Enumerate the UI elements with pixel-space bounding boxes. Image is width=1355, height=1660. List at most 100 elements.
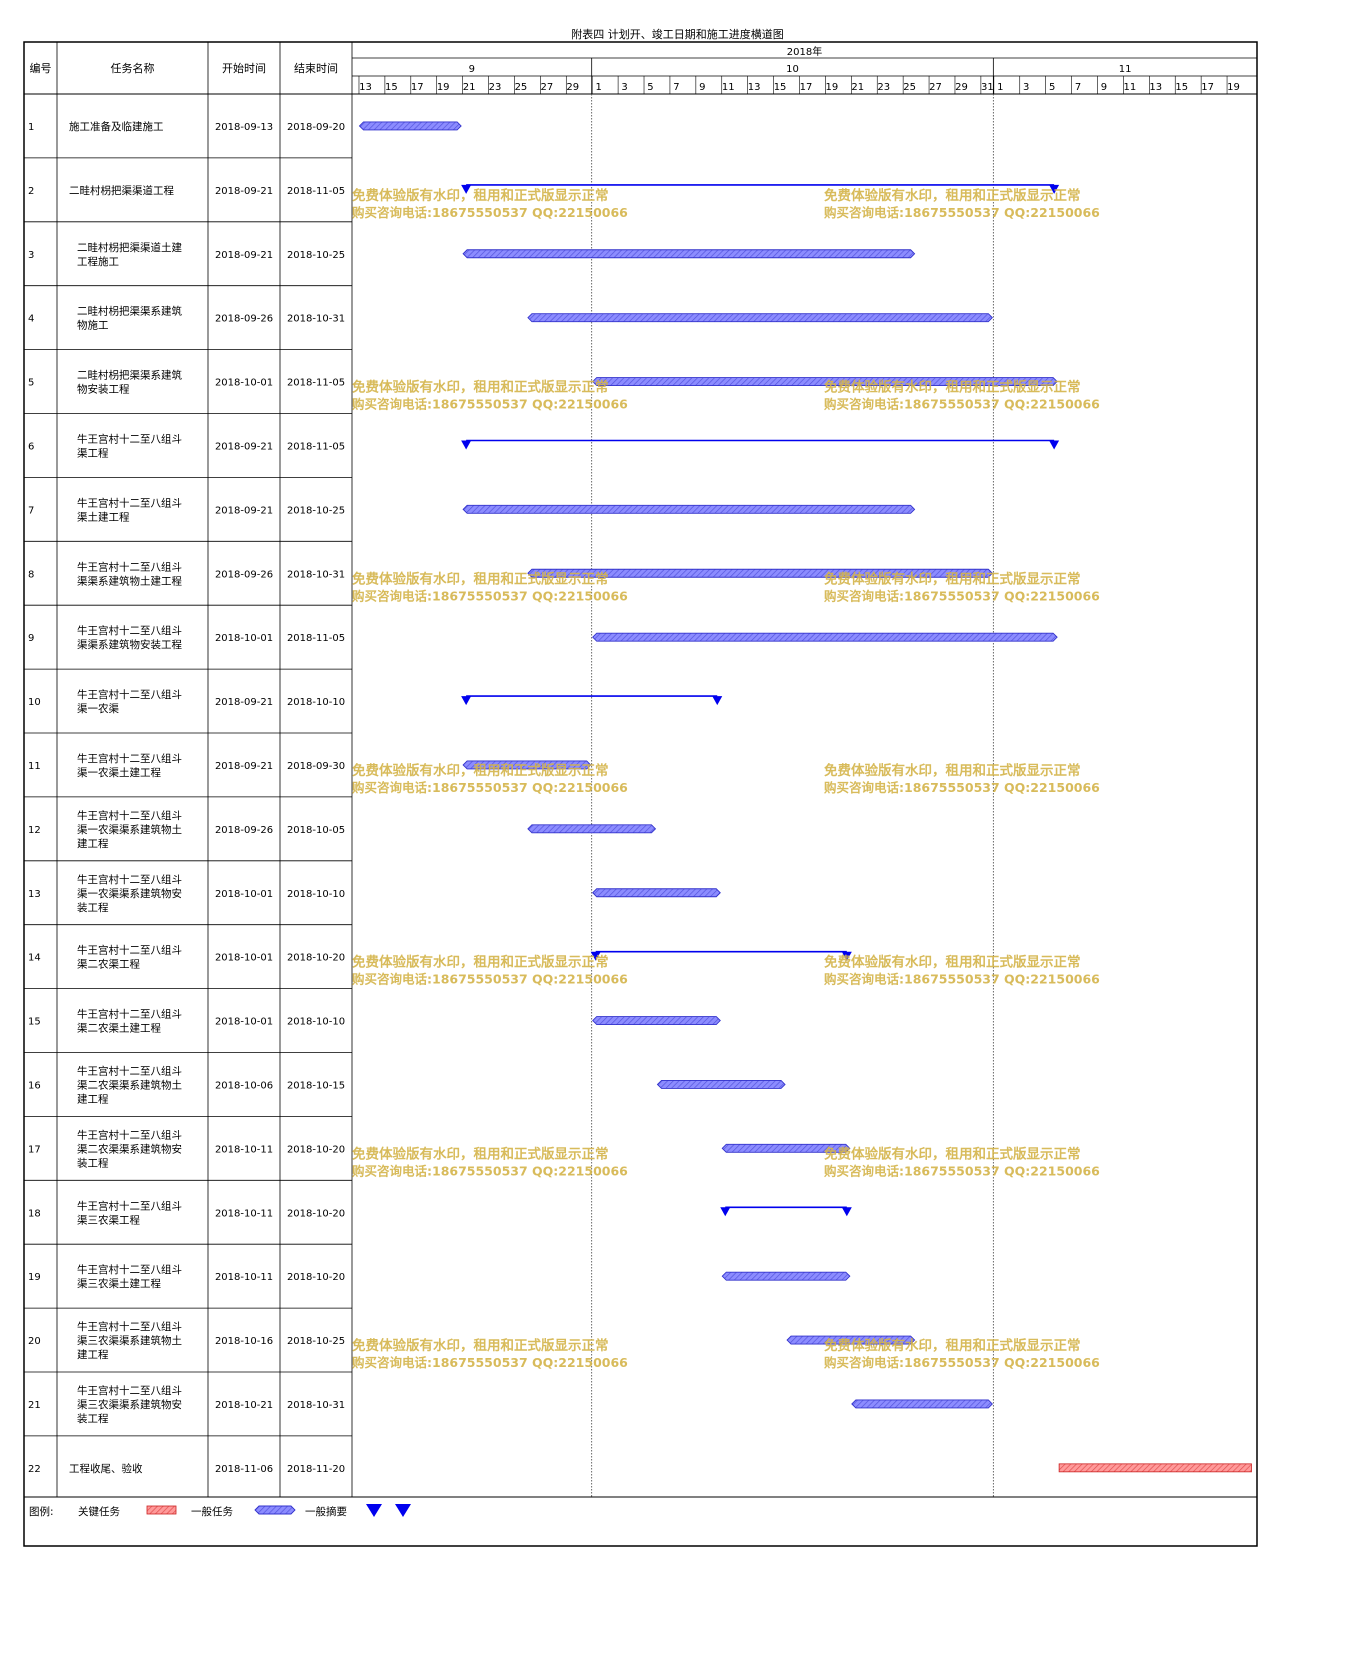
critical-bar [1058,1463,1252,1473]
task-end: 2018-10-25 [287,250,345,261]
task-bar [851,1399,993,1409]
task-id: 22 [28,1464,41,1475]
watermark-line1: 免费体验版有水印，租用和正式版显示正常 [352,1337,609,1354]
summary-start-marker [461,440,472,450]
task-end: 2018-10-10 [287,697,345,708]
summary-end-marker [1049,184,1060,194]
watermark-line1: 免费体验版有水印，租用和正式版显示正常 [352,570,609,587]
task-bar [527,824,657,834]
task-end: 2018-09-30 [287,761,345,772]
task-bar [462,249,916,259]
task-name: 牛王宫村十二至八组斗渠三农渠工程 [77,1199,182,1226]
task-bar [592,888,721,898]
outer-frame [23,41,1258,1547]
watermark-line1: 免费体验版有水印，租用和正式版显示正常 [824,954,1081,971]
task-name: 牛王宫村十二至八组斗渠一农渠渠系建筑物土建工程 [77,809,182,850]
task-name: 牛王宫村十二至八组斗渠三农渠渠系建筑物土建工程 [77,1320,182,1361]
task-start: 2018-10-06 [215,1080,273,1091]
task-bar [462,504,916,514]
watermark-line1: 免费体验版有水印，租用和正式版显示正常 [824,570,1081,587]
legend-summary-label: 一般摘要 [305,1505,347,1518]
watermark-line2: 购买咨询电话:18675550537 QQ:22150066 [824,397,1100,412]
day-tick-label: 3 [1023,82,1029,93]
watermark-line1: 免费体验版有水印，租用和正式版显示正常 [352,379,609,396]
task-id: 4 [28,314,34,325]
day-tick-label: 17 [1201,82,1214,93]
task-id: 16 [28,1080,41,1091]
task-end: 2018-10-20 [287,953,345,964]
year-label: 2018年 [787,45,822,58]
task-bar [358,121,462,131]
day-tick-label: 15 [1175,82,1188,93]
day-tick-label: 23 [877,82,890,93]
task-id: 6 [28,441,34,452]
watermark-line2: 购买咨询电话:18675550537 QQ:22150066 [352,588,628,603]
task-bar [721,1271,851,1281]
task-start: 2018-10-16 [215,1336,273,1347]
watermark-line1: 免费体验版有水印，租用和正式版显示正常 [824,1337,1081,1354]
day-tick-label: 5 [647,82,653,93]
legend-label: 图例: [29,1505,54,1518]
task-id: 19 [28,1272,41,1283]
task-name: 牛王宫村十二至八组斗渠渠系建筑物安装工程 [77,624,182,651]
day-tick-label: 13 [748,82,761,93]
task-id: 21 [28,1400,41,1411]
watermark-line1: 免费体验版有水印，租用和正式版显示正常 [824,187,1081,204]
task-start: 2018-09-26 [215,314,273,325]
task-name: 牛王宫村十二至八组斗渠土建工程 [77,496,182,523]
task-bar [462,760,592,770]
watermark-line1: 免费体验版有水印，租用和正式版显示正常 [824,379,1081,396]
task-id: 20 [28,1336,41,1347]
task-end: 2018-10-31 [287,1400,345,1411]
day-tick-label: 7 [673,82,679,93]
task-start: 2018-10-01 [215,378,273,389]
day-tick-label: 13 [359,82,372,93]
summary-start-marker [461,696,472,706]
month-label: 11 [1119,64,1132,75]
task-start: 2018-09-21 [215,761,273,772]
day-tick-label: 13 [1149,82,1162,93]
task-end: 2018-10-20 [287,1144,345,1155]
task-name: 牛王宫村十二至八组斗渠工程 [77,432,182,459]
task-end: 2018-11-05 [287,186,345,197]
task-start: 2018-10-11 [215,1208,273,1219]
legend-summary-marker-end [395,1504,411,1517]
task-id: 3 [28,250,34,261]
task-start: 2018-09-21 [215,505,273,516]
task-bar [592,377,1058,386]
day-tick-label: 19 [826,82,839,93]
task-end: 2018-10-10 [287,889,345,900]
task-name: 牛王宫村十二至八组斗渠渠系建筑物土建工程 [77,560,182,587]
watermark-line2: 购买咨询电话:18675550537 QQ:22150066 [824,1163,1100,1178]
watermark-line1: 免费体验版有水印，租用和正式版显示正常 [352,187,609,204]
day-tick-label: 27 [540,82,553,93]
task-name: 牛王宫村十二至八组斗渠一农渠 [77,688,182,715]
task-id: 8 [28,569,34,580]
task-end: 2018-10-20 [287,1208,345,1219]
task-id: 7 [28,505,34,516]
summary-start-marker [720,1207,731,1217]
task-name: 二畦村枴把渠渠系建筑物施工 [77,305,182,332]
header-task-name: 任务名称 [111,61,155,75]
task-end: 2018-10-05 [287,825,345,836]
task-id: 5 [28,378,34,389]
watermark-line1: 免费体验版有水印，租用和正式版显示正常 [352,1145,609,1162]
task-start: 2018-09-21 [215,250,273,261]
task-name: 牛王宫村十二至八组斗渠二农渠工程 [77,944,182,971]
task-start: 2018-10-21 [215,1400,273,1411]
day-tick-label: 17 [800,82,813,93]
day-tick-label: 25 [903,82,916,93]
task-bar [527,568,993,578]
header-start: 开始时间 [222,61,266,75]
task-start: 2018-10-01 [215,889,273,900]
task-name: 牛王宫村十二至八组斗渠三农渠土建工程 [77,1263,182,1290]
day-tick-label: 21 [463,82,476,93]
watermark-line2: 购买咨询电话:18675550537 QQ:22150066 [352,780,628,795]
day-tick-label: 31 [981,82,994,93]
task-start: 2018-10-11 [215,1144,273,1155]
task-end: 2018-09-20 [287,122,345,133]
summary-end-marker [841,1207,852,1217]
task-start: 2018-09-21 [215,441,273,452]
task-start: 2018-10-01 [215,633,273,644]
